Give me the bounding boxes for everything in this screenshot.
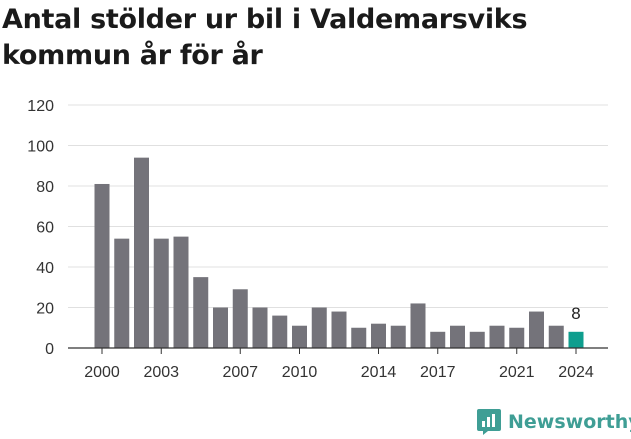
bar-2015 <box>390 325 406 348</box>
bar-2023 <box>548 325 564 348</box>
bar-2006 <box>213 307 228 348</box>
bar-2008 <box>252 307 268 348</box>
value-label-2024: 8 <box>571 304 580 323</box>
chart-title: Antal stölder ur bil i Valdemarsviks kom… <box>2 4 528 71</box>
x-tick-label: 2014 <box>361 364 397 381</box>
bar-2000 <box>94 183 110 348</box>
data-labels: 8 <box>571 304 580 323</box>
x-tick-label: 2000 <box>84 364 120 381</box>
bar-2019 <box>469 331 485 348</box>
bar-2012 <box>331 311 347 348</box>
x-tick-label: 2017 <box>420 364 456 381</box>
bar-2016 <box>410 303 426 348</box>
brand-name: Newsworthy <box>508 411 631 433</box>
y-tick-label: 60 <box>36 220 54 237</box>
y-tick-label: 100 <box>27 139 54 156</box>
y-axis: 0 20 40 60 80 100 120 <box>27 98 54 358</box>
bar-2017 <box>430 331 446 348</box>
bar-2024 <box>568 331 584 348</box>
x-tick-label: 2007 <box>222 364 258 381</box>
x-axis: 2000 2003 2007 2010 2014 2017 2021 2024 <box>68 347 608 381</box>
bar-2005 <box>193 277 209 348</box>
bar-2018 <box>450 325 465 348</box>
x-tick-label: 2010 <box>282 364 318 381</box>
bar-2022 <box>529 311 544 348</box>
y-tick-label: 0 <box>45 341 54 358</box>
bar-2010 <box>292 325 307 348</box>
bar-2007 <box>232 289 248 348</box>
x-tick-label: 2021 <box>499 364 535 381</box>
y-tick-label: 20 <box>36 301 54 318</box>
bar-2004 <box>173 236 189 348</box>
bar-2001 <box>114 238 130 348</box>
x-tick-label: 2003 <box>143 364 179 381</box>
bar-2021 <box>509 327 525 348</box>
bar-2002 <box>134 157 149 348</box>
y-tick-label: 120 <box>27 98 54 115</box>
newsworthy-logo-icon <box>477 409 501 435</box>
y-tick-label: 40 <box>36 260 54 277</box>
bar-2003 <box>153 238 169 348</box>
brand: Newsworthy <box>476 406 631 438</box>
x-tick-label: 2024 <box>558 364 594 381</box>
y-tick-label: 80 <box>36 179 54 196</box>
bar-2014 <box>371 323 386 348</box>
bar-2011 <box>311 307 327 348</box>
bars <box>94 157 584 348</box>
bar-2020 <box>489 325 505 348</box>
bar-2013 <box>351 327 367 348</box>
bar-2009 <box>272 315 288 348</box>
